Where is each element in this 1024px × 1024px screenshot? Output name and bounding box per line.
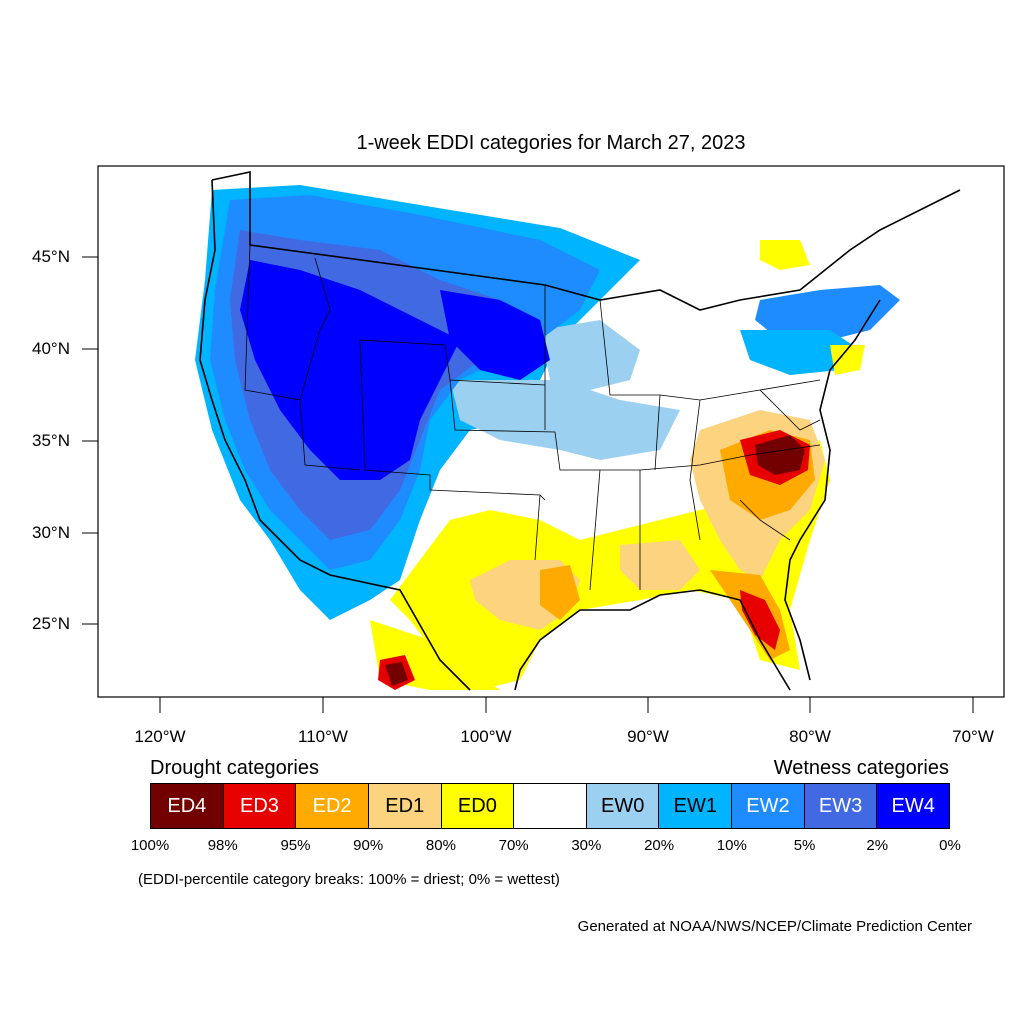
percentile-label: 98%	[207, 837, 238, 854]
map-frame	[97, 165, 1005, 698]
lon-label-100: 100°W	[460, 727, 512, 746]
region-ed0-northeast	[830, 345, 865, 375]
category-note: (EDDI-percentile category breaks: 100% =…	[138, 871, 560, 888]
region-ed2-texas	[540, 565, 580, 620]
legend-box-ew2: EW2	[732, 784, 805, 828]
region-ed0-greatlakes	[760, 240, 810, 270]
region-ew0-central	[450, 380, 680, 460]
percentile-label: 30%	[571, 837, 602, 854]
region-ed3-florida	[740, 590, 780, 650]
percentile-label: 95%	[280, 837, 311, 854]
lat-label-35: 35°N	[32, 431, 70, 450]
percentile-label: 90%	[353, 837, 384, 854]
legend-bar: ED4 ED3 ED2 ED1 ED0 EW0 EW1 EW2 EW3 EW4	[150, 783, 950, 829]
legend-box-ew0: EW0	[586, 784, 660, 828]
axis-ticks	[82, 256, 974, 713]
region-ew1-northeast	[740, 330, 860, 375]
lat-label-25: 25°N	[32, 614, 70, 633]
region-ed0-south	[390, 440, 830, 690]
lon-label-120: 120°W	[134, 727, 186, 746]
map-title: 1-week EDDI categories for March 27, 202…	[356, 132, 746, 154]
category-shading	[195, 172, 990, 690]
legend-box-ed4: ED4	[151, 784, 224, 828]
lon-label-80: 80°W	[789, 727, 831, 746]
lat-label-40: 40°N	[32, 339, 70, 358]
percentile-label: 80%	[425, 837, 456, 854]
percentile-label: 2%	[866, 837, 889, 854]
lat-label-30: 30°N	[32, 523, 70, 542]
legend-box-ed0: ED0	[441, 784, 515, 828]
legend-box-ew1: EW1	[659, 784, 733, 828]
lon-label-70: 70°W	[952, 727, 994, 746]
legend-box-ed1: ED1	[368, 784, 442, 828]
percentile-label: 5%	[793, 837, 816, 854]
lon-label-90: 90°W	[627, 727, 669, 746]
percentile-label: 10%	[716, 837, 747, 854]
boundaries	[199, 171, 961, 691]
wetness-heading: Wetness categories	[773, 757, 949, 779]
percentile-label: 0%	[939, 837, 961, 854]
region-ew4-north	[440, 290, 550, 380]
lat-label-45: 45°N	[32, 247, 70, 266]
credit-line: Generated at NOAA/NWS/NCEP/Climate Predi…	[577, 918, 972, 935]
drought-heading: Drought categories	[150, 757, 319, 779]
lon-label-110: 110°W	[298, 727, 348, 746]
legend-box-neutral	[514, 784, 587, 828]
legend-box-ew3: EW3	[804, 784, 878, 828]
region-ed4-mexico	[385, 662, 408, 686]
legend-box-ed2: ED2	[296, 784, 369, 828]
region-ew0-plains	[540, 320, 640, 390]
percentile-label: 20%	[644, 837, 675, 854]
legend-box-ed3: ED3	[223, 784, 297, 828]
percentile-label: 70%	[498, 837, 529, 854]
region-ed4-carolina	[755, 435, 805, 475]
percentile-label: 100%	[130, 837, 170, 854]
us-outline	[199, 171, 961, 691]
state-lines	[244, 244, 821, 591]
legend-box-ew4: EW4	[877, 784, 950, 828]
region-ew4-core	[240, 260, 460, 480]
